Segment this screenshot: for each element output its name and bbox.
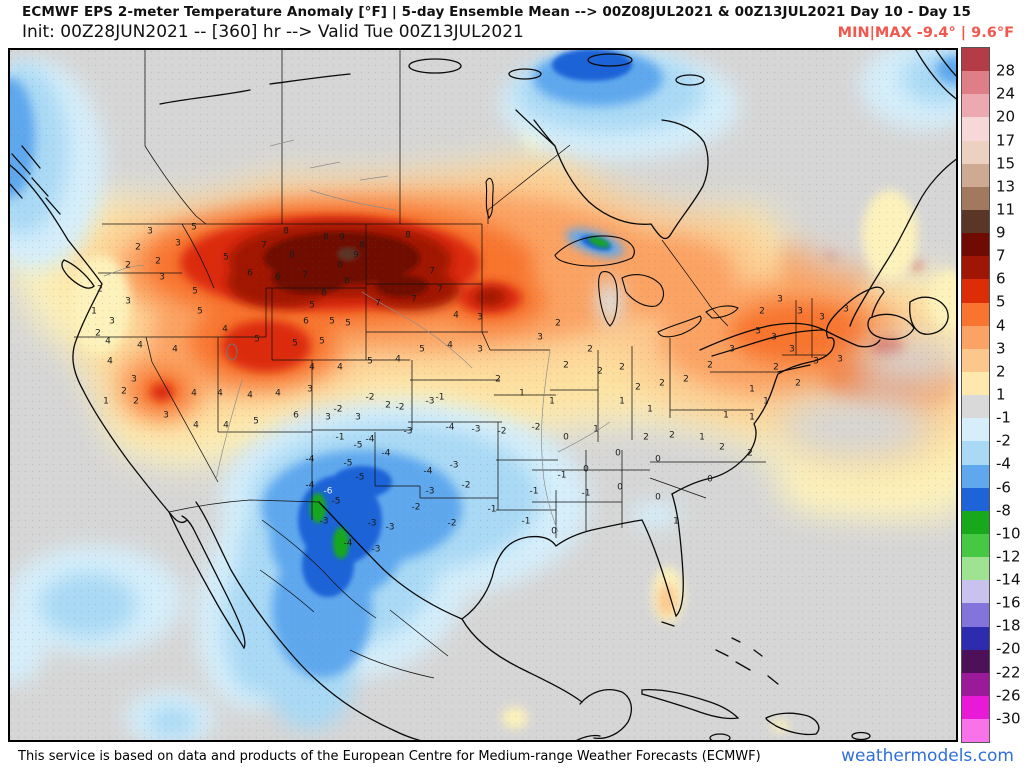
colorbar-segment bbox=[962, 140, 989, 164]
state-province-borders bbox=[74, 50, 826, 679]
colorbar-tick-label: 6 bbox=[996, 269, 1006, 288]
colorbar-segment bbox=[962, 395, 989, 419]
colorbar-tick-label: -30 bbox=[996, 709, 1021, 728]
colorbar-segment bbox=[962, 256, 989, 280]
colorbar-tick-label: 24 bbox=[996, 84, 1016, 103]
colorbar-segment bbox=[962, 719, 989, 743]
colorbar-tick-label: 5 bbox=[996, 293, 1006, 312]
colorbar-labels: 28 24 20 17 15 13 11 9 7 6 5 4 3 2 1 -1 -2 -4 -6 -8 -10 -12 -1… bbox=[996, 48, 1024, 742]
colorbar-segment bbox=[962, 441, 989, 465]
colorbar-segment bbox=[962, 117, 989, 141]
colorbar-tick-label: 2 bbox=[996, 362, 1006, 381]
colorbar-tick-label: -2 bbox=[996, 431, 1011, 450]
colorbar-tick-label: -16 bbox=[996, 593, 1021, 612]
colorbar-tick-label: 3 bbox=[996, 339, 1006, 358]
colorbar-segment bbox=[962, 325, 989, 349]
colorbar-segment bbox=[962, 487, 989, 511]
stipple-overlay bbox=[10, 50, 956, 740]
colorbar-tick-label: 7 bbox=[996, 246, 1006, 265]
colorbar-tick-label: -20 bbox=[996, 640, 1021, 659]
colorbar-segment bbox=[962, 626, 989, 650]
colorbar-segment bbox=[962, 464, 989, 488]
colorbar-segment bbox=[962, 279, 989, 303]
colorbar-tick-label: 17 bbox=[996, 131, 1016, 150]
colorbar-segment bbox=[962, 695, 989, 720]
anomaly-map-svg bbox=[0, 33, 1024, 765]
colorbar-segment bbox=[962, 348, 989, 372]
colorbar-segment bbox=[962, 71, 989, 95]
colorbar-segment bbox=[962, 672, 989, 696]
coastlines bbox=[5, 49, 961, 745]
colorbar-segment bbox=[962, 48, 989, 72]
colorbar bbox=[961, 47, 990, 743]
brand-link[interactable]: weathermodels.com bbox=[841, 746, 1014, 766]
colorbar-segment bbox=[962, 186, 989, 210]
colorbar-segment bbox=[962, 302, 989, 326]
colorbar-segment bbox=[962, 533, 989, 558]
colorbar-segment bbox=[962, 418, 989, 442]
colorbar-tick-label: -8 bbox=[996, 501, 1011, 520]
chart-title: ECMWF EPS 2-meter Temperature Anomaly [°… bbox=[22, 4, 972, 20]
colorbar-tick-label: -6 bbox=[996, 478, 1011, 497]
colorbar-tick-label: -1 bbox=[996, 408, 1011, 427]
colorbar-tick-label: 4 bbox=[996, 316, 1006, 335]
colorbar-tick-label: -26 bbox=[996, 686, 1021, 705]
colorbar-segment bbox=[962, 371, 989, 396]
colorbar-tick-label: -22 bbox=[996, 663, 1021, 682]
minmax-readout: MIN|MAX -9.4° | 9.6°F bbox=[837, 25, 1014, 41]
colorbar-segments bbox=[962, 48, 989, 743]
colorbar-segment bbox=[962, 94, 989, 118]
colorbar-segment bbox=[962, 233, 989, 257]
colorbar-tick-label: 11 bbox=[996, 200, 1016, 219]
colorbar-tick-label: 1 bbox=[996, 385, 1006, 404]
great-lakes-outlines bbox=[226, 177, 739, 361]
init-valid-line: Init: 00Z28JUN2021 -- [360] hr --> Valid… bbox=[22, 22, 524, 42]
colorbar-segment bbox=[962, 603, 989, 627]
colorbar-segment bbox=[962, 649, 989, 673]
colorbar-tick-label: -14 bbox=[996, 570, 1021, 589]
colorbar-tick-label: 13 bbox=[996, 177, 1016, 196]
colorbar-tick-label: -10 bbox=[996, 524, 1021, 543]
colorbar-segment bbox=[962, 580, 989, 604]
colorbar-tick-label: 28 bbox=[996, 61, 1016, 80]
colorbar-segment bbox=[962, 557, 989, 581]
colorbar-tick-label: 15 bbox=[996, 154, 1016, 173]
colorbar-segment bbox=[962, 163, 989, 187]
colorbar-segment bbox=[962, 510, 989, 534]
colorbar-tick-label: 9 bbox=[996, 223, 1006, 242]
colorbar-tick-label: -18 bbox=[996, 616, 1021, 635]
colorbar-tick-label: -12 bbox=[996, 547, 1021, 566]
colorbar-tick-label: 20 bbox=[996, 108, 1016, 127]
colorbar-segment bbox=[962, 209, 989, 234]
rivers bbox=[103, 139, 611, 533]
colorbar-tick-label: -4 bbox=[996, 455, 1011, 474]
attribution-text: This service is based on data and produc… bbox=[18, 749, 761, 764]
